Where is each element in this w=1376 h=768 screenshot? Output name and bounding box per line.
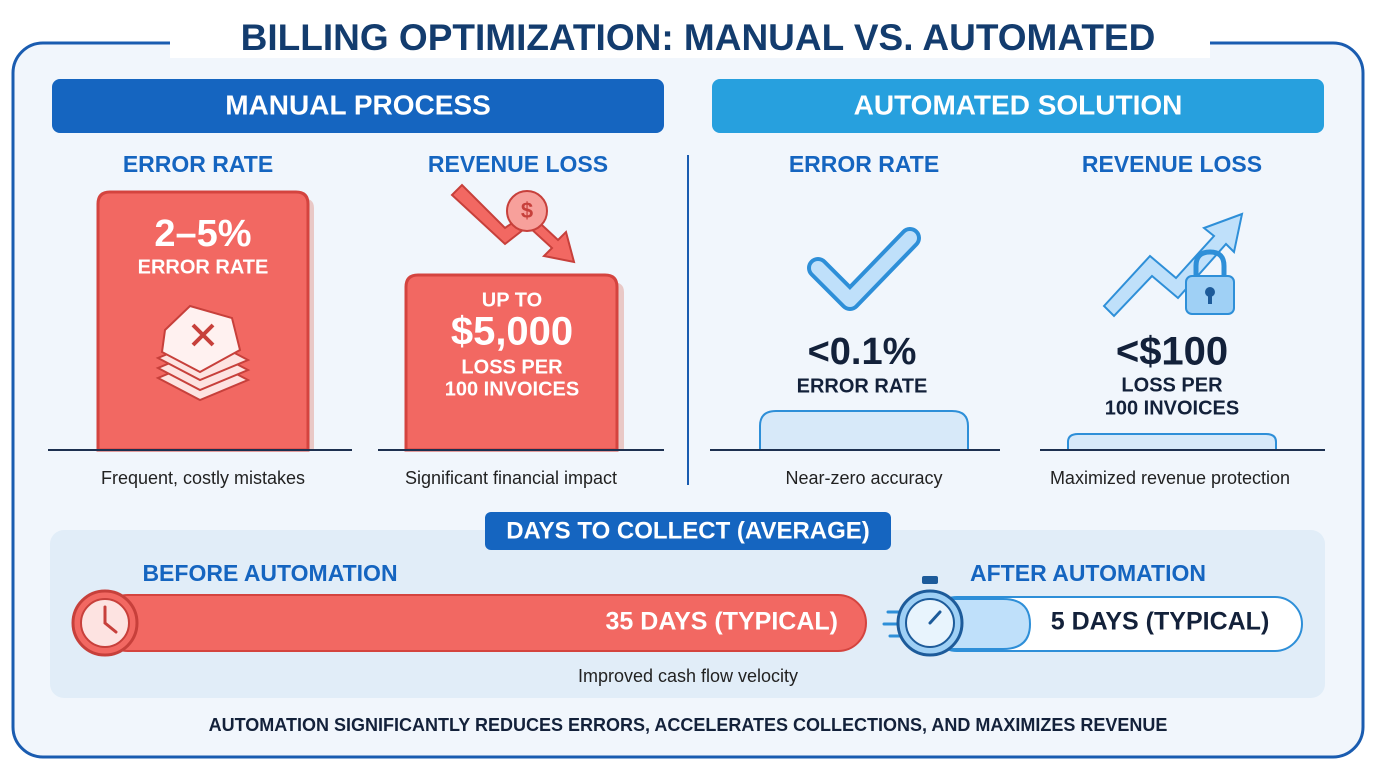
up-arrow-lock-icon [1102,212,1244,318]
caption: Frequent, costly mistakes [101,468,305,488]
papers-icon [155,304,251,402]
down-arrow-icon: $ [450,183,576,264]
manual-header-bg [52,79,664,133]
heading: REVENUE LOSS [428,151,608,177]
after-label: AFTER AUTOMATION [970,560,1206,586]
value: <0.1% [808,331,917,373]
label: LOSS PER [461,356,563,378]
stopwatch-icon [882,576,964,657]
label: ERROR RATE [797,375,928,397]
caption: Significant financial impact [405,468,617,488]
days-caption: Improved cash flow velocity [578,666,798,686]
label: 100 INVOICES [1105,397,1240,419]
days-heading-bg [485,512,891,550]
caption: Near-zero accuracy [785,468,942,488]
automated-header-bg [712,79,1324,133]
label: LOSS PER [1121,374,1223,396]
automated-header: AUTOMATED SOLUTION [854,89,1183,120]
title-gap [170,30,1210,58]
value: 2–5% [154,213,251,255]
loss-bar [404,273,619,452]
footer: AUTOMATION SIGNIFICANTLY REDUCES ERRORS,… [209,715,1168,735]
svg-text:$: $ [521,198,533,223]
heading: ERROR RATE [123,151,273,177]
loss-bar [1067,433,1277,451]
manual-header: MANUAL PROCESS [225,89,491,120]
heading: REVENUE LOSS [1082,151,1262,177]
error-bar [759,410,969,451]
label: 100 INVOICES [445,378,580,400]
before-value: 35 DAYS (TYPICAL) [606,608,838,636]
caption: Maximized revenue protection [1050,468,1290,488]
days-heading: DAYS TO COLLECT (AVERAGE) [506,517,870,544]
label: ERROR RATE [138,256,269,278]
value: <$100 [1116,330,1228,374]
clock-icon [71,589,139,657]
prefix: UP TO [482,289,542,311]
after-value: 5 DAYS (TYPICAL) [1051,608,1270,636]
check-icon-fill [811,231,917,307]
before-label: BEFORE AUTOMATION [142,560,397,586]
title: BILLING OPTIMIZATION: MANUAL VS. AUTOMAT… [241,17,1156,58]
value: $5,000 [451,310,573,354]
heading: ERROR RATE [789,151,939,177]
